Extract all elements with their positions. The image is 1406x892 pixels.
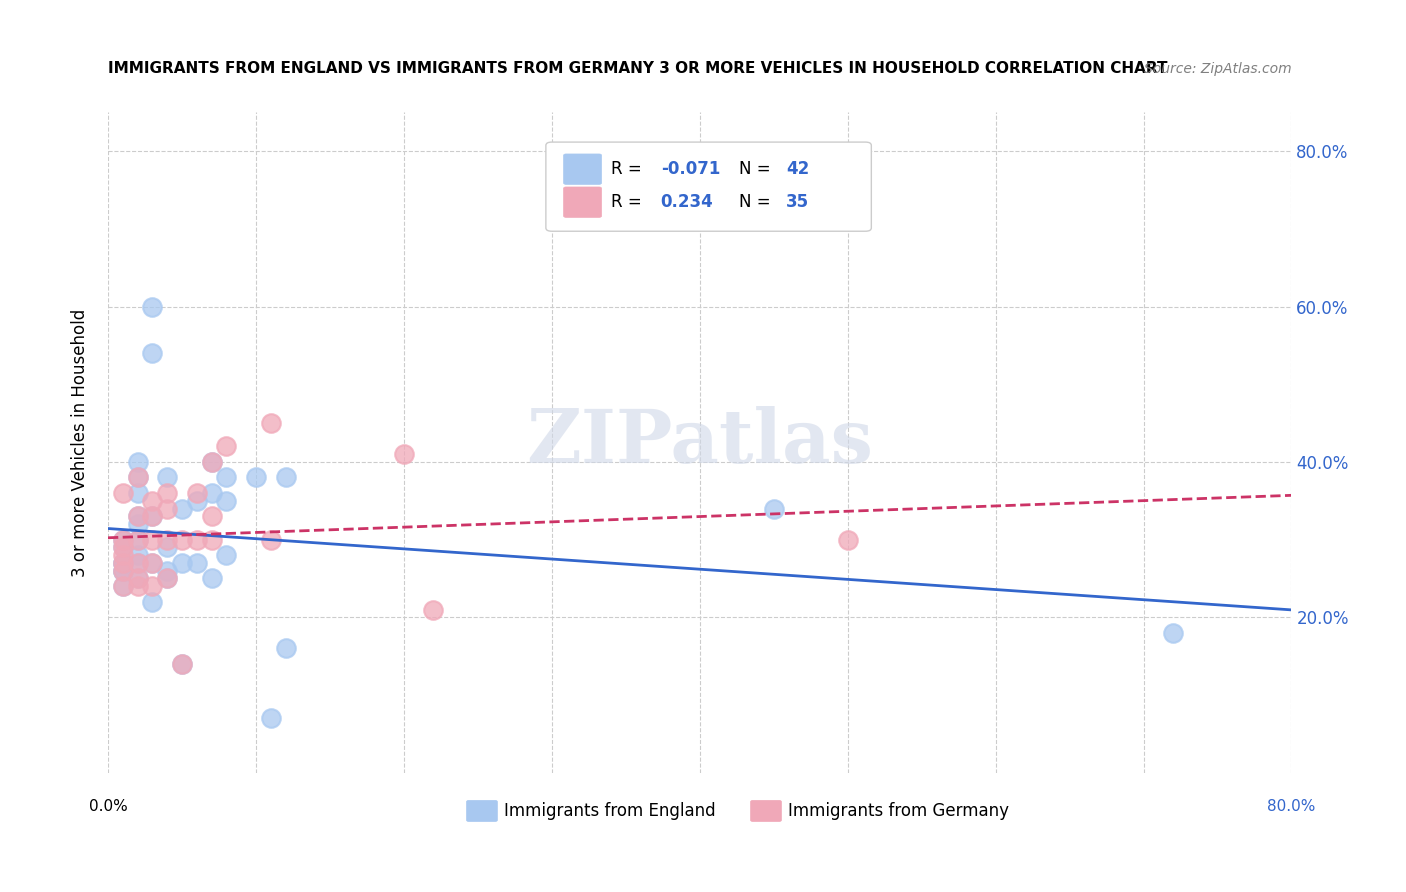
- Point: [141, 556, 163, 570]
- Point: [111, 541, 134, 555]
- Point: [260, 416, 283, 430]
- FancyBboxPatch shape: [467, 800, 498, 822]
- Point: [127, 556, 149, 570]
- Point: [200, 455, 222, 469]
- Point: [260, 533, 283, 547]
- Point: [170, 533, 193, 547]
- Point: [186, 556, 208, 570]
- Point: [260, 711, 283, 725]
- Point: [127, 517, 149, 532]
- Point: [762, 501, 785, 516]
- Point: [127, 486, 149, 500]
- Point: [156, 470, 179, 484]
- FancyBboxPatch shape: [546, 142, 872, 231]
- Point: [156, 541, 179, 555]
- Point: [111, 486, 134, 500]
- Text: N =: N =: [738, 161, 776, 178]
- Point: [215, 493, 238, 508]
- Text: 0.234: 0.234: [661, 194, 713, 211]
- Point: [127, 533, 149, 547]
- Point: [141, 556, 163, 570]
- Point: [200, 455, 222, 469]
- Point: [200, 509, 222, 524]
- Point: [186, 486, 208, 500]
- Text: R =: R =: [612, 194, 647, 211]
- Point: [141, 300, 163, 314]
- Point: [111, 548, 134, 562]
- Point: [156, 533, 179, 547]
- Point: [127, 571, 149, 585]
- Text: IMMIGRANTS FROM ENGLAND VS IMMIGRANTS FROM GERMANY 3 OR MORE VEHICLES IN HOUSEHO: IMMIGRANTS FROM ENGLAND VS IMMIGRANTS FR…: [108, 61, 1167, 76]
- Point: [156, 501, 179, 516]
- Point: [111, 533, 134, 547]
- Text: 80.0%: 80.0%: [1267, 799, 1316, 814]
- Point: [111, 564, 134, 578]
- Point: [141, 509, 163, 524]
- Point: [200, 571, 222, 585]
- Point: [170, 556, 193, 570]
- Point: [111, 579, 134, 593]
- Text: Immigrants from Germany: Immigrants from Germany: [789, 802, 1010, 820]
- Point: [1161, 625, 1184, 640]
- Point: [215, 439, 238, 453]
- Point: [186, 533, 208, 547]
- Point: [127, 571, 149, 585]
- FancyBboxPatch shape: [751, 800, 782, 822]
- Point: [215, 470, 238, 484]
- Point: [215, 548, 238, 562]
- Point: [127, 556, 149, 570]
- Point: [127, 470, 149, 484]
- FancyBboxPatch shape: [564, 154, 602, 185]
- Point: [170, 657, 193, 671]
- Point: [111, 541, 134, 555]
- Text: Immigrants from England: Immigrants from England: [505, 802, 716, 820]
- Point: [127, 455, 149, 469]
- Point: [170, 657, 193, 671]
- Point: [186, 493, 208, 508]
- Point: [274, 641, 297, 656]
- Point: [111, 556, 134, 570]
- Point: [127, 548, 149, 562]
- Point: [141, 533, 163, 547]
- Point: [111, 556, 134, 570]
- Point: [111, 533, 134, 547]
- Point: [111, 556, 134, 570]
- Point: [141, 493, 163, 508]
- Text: 42: 42: [786, 161, 810, 178]
- Point: [111, 564, 134, 578]
- Text: ZIPatlas: ZIPatlas: [526, 406, 873, 479]
- Text: N =: N =: [738, 194, 776, 211]
- Point: [245, 470, 267, 484]
- Point: [127, 470, 149, 484]
- Text: R =: R =: [612, 161, 647, 178]
- Point: [127, 509, 149, 524]
- Point: [156, 564, 179, 578]
- Text: -0.071: -0.071: [661, 161, 720, 178]
- Point: [200, 533, 222, 547]
- Point: [156, 571, 179, 585]
- Point: [422, 602, 444, 616]
- Y-axis label: 3 or more Vehicles in Household: 3 or more Vehicles in Household: [72, 309, 89, 576]
- Point: [127, 579, 149, 593]
- Point: [127, 509, 149, 524]
- Point: [141, 579, 163, 593]
- Text: 35: 35: [786, 194, 810, 211]
- Point: [141, 509, 163, 524]
- Point: [392, 447, 415, 461]
- Point: [156, 486, 179, 500]
- Point: [141, 346, 163, 360]
- Point: [274, 470, 297, 484]
- FancyBboxPatch shape: [564, 187, 602, 218]
- Point: [141, 595, 163, 609]
- Point: [837, 533, 859, 547]
- Point: [156, 571, 179, 585]
- Point: [111, 579, 134, 593]
- Point: [200, 486, 222, 500]
- Text: 0.0%: 0.0%: [89, 799, 128, 814]
- Text: Source: ZipAtlas.com: Source: ZipAtlas.com: [1144, 62, 1292, 76]
- Point: [111, 564, 134, 578]
- Point: [127, 533, 149, 547]
- Point: [170, 501, 193, 516]
